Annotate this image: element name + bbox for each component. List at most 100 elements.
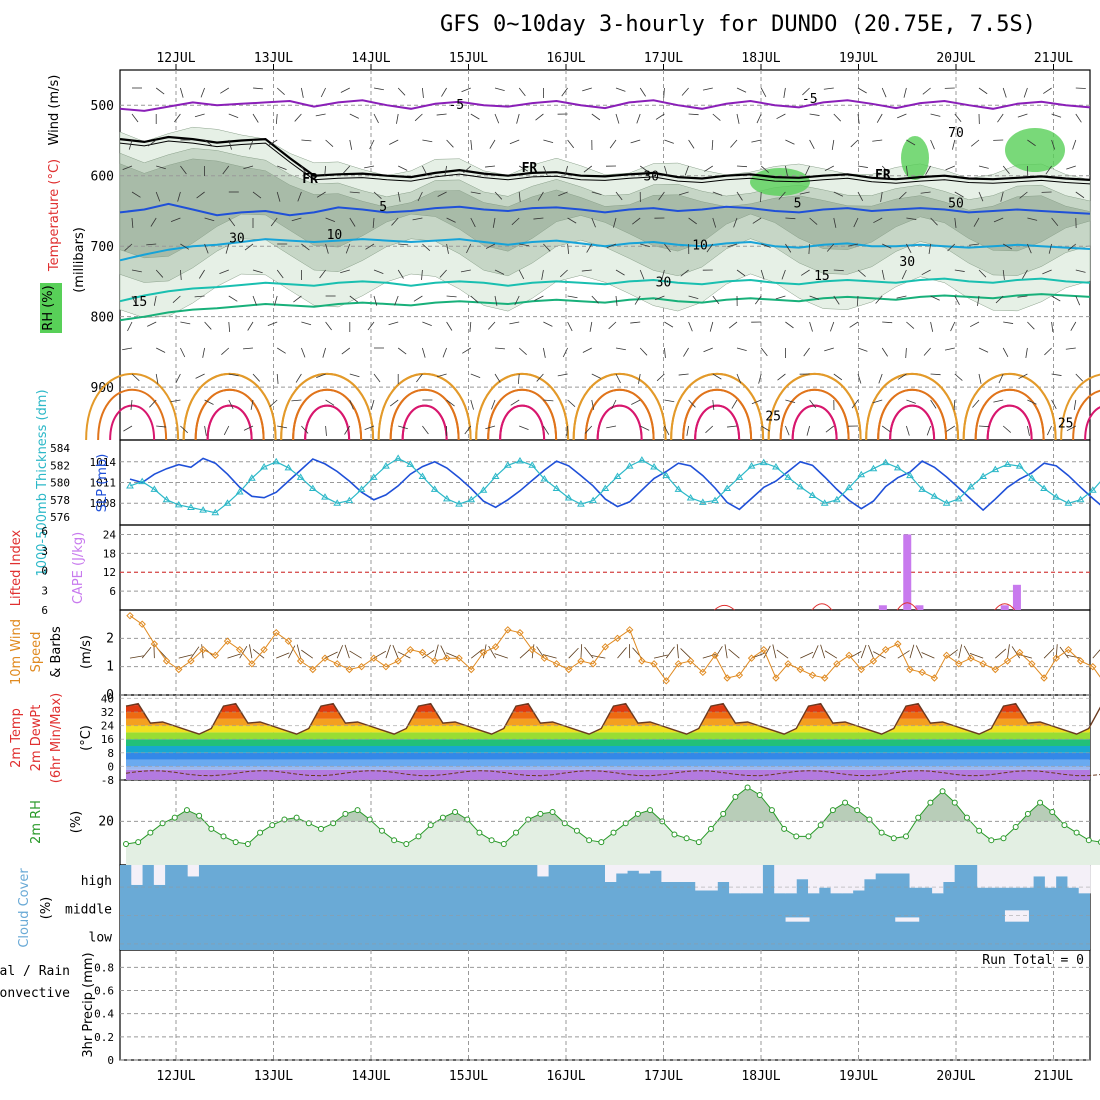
wind-barb [517, 373, 520, 384]
thickness-marker [747, 462, 756, 469]
wind-barb [736, 347, 747, 351]
wind-barb [609, 139, 617, 149]
wind-barb [664, 347, 666, 358]
wind-barb [131, 295, 137, 306]
wind10m-barb [568, 647, 579, 659]
wind-barb [155, 191, 161, 202]
cloud-high-bar [977, 887, 989, 894]
surface-isotherm [1072, 389, 1100, 441]
surface-isotherm [292, 389, 363, 441]
thickness-marker [564, 494, 573, 501]
wind-barb [180, 347, 186, 358]
wind-barb [615, 295, 618, 306]
wind-barb [349, 191, 360, 194]
contour-label: -5 [802, 92, 818, 107]
bottom-date-label: 12JUL [156, 1069, 195, 1084]
top-date-label: 19JUL [839, 51, 878, 66]
surface-isotherm [401, 404, 448, 441]
temp-band [126, 769, 1090, 780]
temp-band [126, 752, 1090, 760]
wind-barb [219, 269, 229, 274]
wind10m-marker [808, 671, 817, 679]
wind-barb [615, 269, 625, 276]
wind10m-marker [1028, 660, 1036, 668]
wind-barb [998, 373, 1004, 384]
wind10m-barb [653, 654, 668, 659]
rh2m-marker [634, 810, 641, 817]
wind10m-barb [249, 644, 253, 659]
rh2m-marker [391, 837, 398, 844]
wind-barb [993, 217, 1004, 223]
wind-barb [156, 425, 167, 428]
wind10m-barb [714, 646, 723, 659]
li-tick: 0 [41, 565, 48, 578]
rh2m-marker [476, 829, 483, 836]
cloud-high-clear [785, 865, 798, 894]
surface-isotherm [389, 389, 460, 441]
wind-barb [243, 165, 254, 170]
wind-barb [567, 295, 578, 299]
cloud-high-clear [988, 865, 1001, 888]
wind-barb [146, 243, 157, 246]
wind-barb [1003, 243, 1013, 250]
wind-barb [681, 87, 689, 96]
wind-barb [372, 217, 375, 228]
isotherm-15 [119, 277, 1091, 303]
wind-barb [509, 139, 520, 145]
rh2m-area-high [166, 787, 1061, 822]
ylabel-wind: Wind (m/s) [47, 75, 62, 146]
wind-barb [727, 243, 738, 248]
wind-barb [422, 321, 432, 326]
wind10m-barb [1011, 646, 1021, 659]
wind-barb [906, 399, 916, 404]
wind-barb [537, 191, 544, 201]
cape-tick: 6 [109, 585, 116, 598]
wind-barb [463, 165, 472, 174]
wind-barb [823, 87, 834, 90]
thickness-marker [199, 506, 208, 513]
rh2m-marker [890, 835, 897, 842]
temp-tick: 40 [101, 692, 114, 705]
bottom-date-label: 21JUL [1034, 1069, 1073, 1084]
rh2m-marker [525, 816, 532, 823]
rh2m-marker [805, 833, 812, 840]
surface-isotherm [487, 389, 558, 441]
cloud-high-clear [999, 865, 1012, 888]
wind10m-barb [969, 653, 984, 659]
rh2m-marker [866, 816, 873, 823]
contour-label: 5 [794, 196, 802, 211]
surface-isotherm [791, 404, 838, 441]
wind10m-marker [479, 648, 488, 657]
wind-barb [558, 191, 568, 197]
wind-barb [925, 165, 931, 175]
ylabel-temperature: Temperature (°C) [47, 159, 62, 272]
wind-barb [1002, 165, 1010, 175]
bottom-date-label: 19JUL [839, 1069, 878, 1084]
dewpt2m-line [125, 770, 1100, 777]
rh2m-marker [439, 814, 446, 821]
wind10m-marker [1003, 657, 1012, 665]
ylabel-slp: SLP (mb) [95, 454, 110, 513]
wind-barb [654, 295, 665, 301]
bottom-date-label: 20JUL [936, 1069, 975, 1084]
wind-tick: 1 [106, 660, 114, 675]
surface-isotherm [670, 373, 765, 441]
wind10m-barb [702, 653, 717, 659]
wind-barb [930, 113, 941, 117]
precip-tick: 0 [107, 1054, 114, 1067]
wind-barb [398, 243, 409, 246]
wind-barb [615, 191, 623, 201]
thickness-marker [345, 496, 354, 504]
wind10m-marker [735, 671, 744, 679]
wind10m-marker [906, 665, 914, 674]
wind10m-marker [321, 654, 329, 662]
wind-barb [127, 321, 133, 332]
wind-barb [897, 113, 907, 119]
wind-barb [639, 347, 648, 356]
rh2m-marker [1012, 824, 1019, 831]
cloud-high-clear [1022, 865, 1035, 888]
wind-barb [155, 269, 164, 278]
wind-barb [268, 139, 278, 146]
wind-barb [849, 321, 859, 328]
wind-barb [228, 321, 231, 332]
